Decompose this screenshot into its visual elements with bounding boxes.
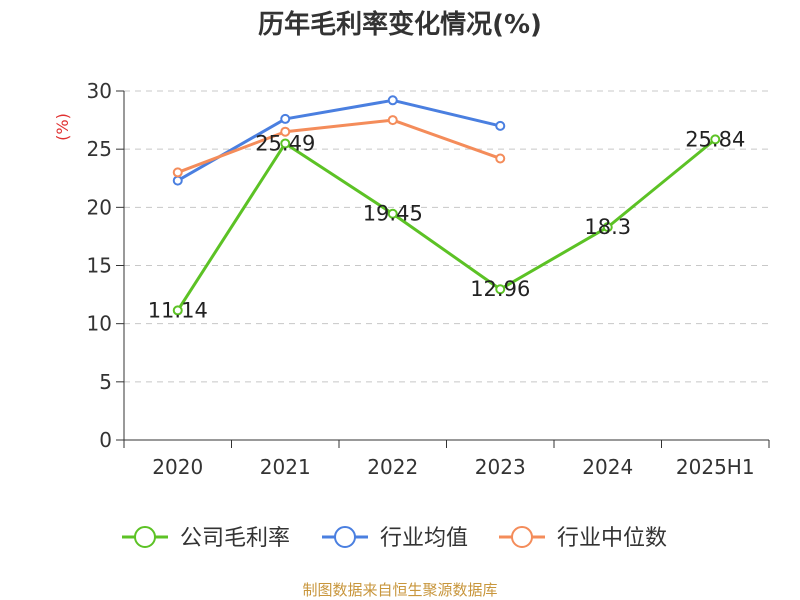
data-point[interactable] (710, 134, 721, 145)
x-tick-label: 2020 (152, 455, 203, 479)
series-layer (172, 95, 721, 316)
legend-swatch-marker (134, 526, 156, 548)
data-point[interactable] (495, 120, 506, 131)
source-note: 制图数据来自恒生聚源数据库 (302, 581, 497, 599)
data-point[interactable] (280, 126, 291, 137)
y-tick-label: 20 (87, 195, 112, 219)
data-label: 12.96 (470, 277, 530, 301)
legend-swatch-marker (511, 526, 533, 548)
legend-label[interactable]: 行业均值 (380, 526, 468, 551)
grid-lines (124, 90, 769, 383)
data-point[interactable] (387, 115, 398, 126)
data-label: 11.14 (148, 298, 208, 322)
x-tick-label: 2023 (475, 455, 526, 479)
y-tick-label: 5 (99, 370, 112, 394)
legend[interactable]: 公司毛利率 行业均值 行业中位数 (122, 526, 667, 551)
data-labels: 11.14 25.49 19.45 12.96 18.3 25.84 (148, 127, 746, 322)
data-point[interactable] (387, 208, 398, 219)
axes: 0 5 10 15 20 25 30 2020 2021 2022 2023 2024 2025H1 (87, 79, 770, 479)
data-point[interactable] (280, 113, 291, 124)
data-point[interactable] (495, 153, 506, 164)
data-label: 25.84 (685, 127, 745, 151)
data-label: 25.49 (255, 131, 315, 155)
y-tick-label: 0 (99, 428, 112, 452)
y-tick-label: 15 (87, 254, 112, 278)
series-line (176, 138, 717, 312)
x-tick-label: 2025H1 (676, 455, 755, 479)
y-tick-label: 25 (87, 137, 112, 161)
legend-label[interactable]: 公司毛利率 (180, 526, 290, 551)
series-line (177, 98, 501, 182)
data-point[interactable] (172, 305, 183, 316)
data-label: 19.45 (363, 202, 423, 226)
chart-title: 历年毛利率变化情况(%) (258, 9, 542, 40)
data-point[interactable] (172, 167, 183, 178)
data-point[interactable] (495, 284, 506, 295)
data-point[interactable] (172, 175, 183, 186)
y-tick-label: 30 (87, 79, 112, 103)
data-point[interactable] (387, 95, 398, 106)
series-line (177, 118, 501, 174)
y-tick-label: 10 (87, 312, 112, 336)
legend-swatch-marker (334, 526, 356, 548)
y-axis-label: (%) (53, 113, 72, 141)
data-label: 18.3 (584, 215, 631, 239)
x-tick-label: 2021 (260, 455, 311, 479)
x-tick-label: 2024 (582, 455, 633, 479)
legend-label[interactable]: 行业中位数 (557, 526, 667, 551)
x-tick-label: 2022 (367, 455, 418, 479)
data-point[interactable] (280, 138, 291, 149)
data-point[interactable] (602, 222, 613, 233)
